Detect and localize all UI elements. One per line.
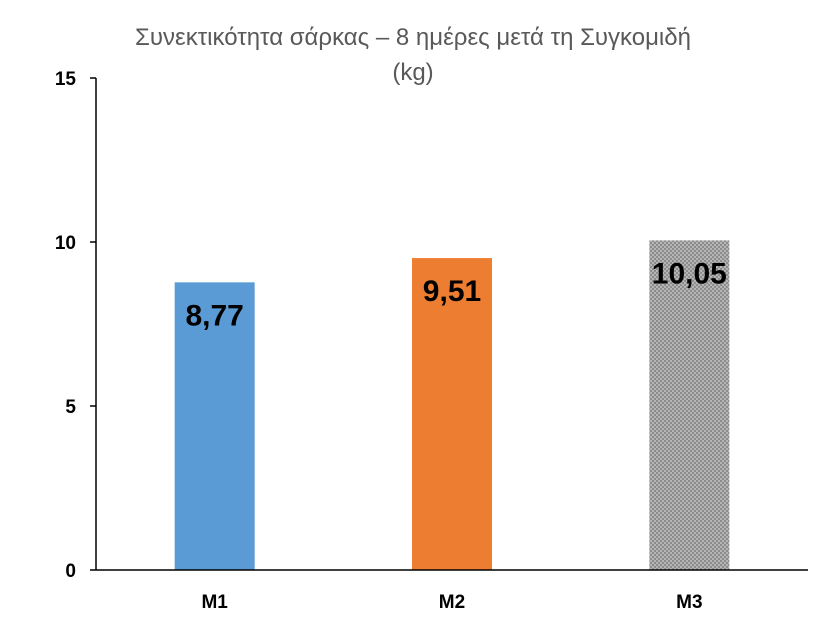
x-tick-label: M1 — [201, 592, 228, 613]
bar-m3 — [649, 240, 730, 571]
y-tick-label: 0 — [65, 561, 76, 582]
chart-title-line-2: (kg) — [392, 59, 433, 86]
x-tick-label: M3 — [676, 592, 702, 613]
y-tick-label: 15 — [55, 69, 77, 90]
bar-m1 — [174, 282, 255, 570]
data-label-m2: 9,51 — [423, 275, 481, 308]
y-tick-label: 10 — [55, 233, 76, 254]
y-axis-ticks: 0 5 10 15 — [55, 69, 96, 582]
x-tick-label: M2 — [439, 592, 465, 613]
bar-m2 — [412, 258, 492, 570]
data-label-m1: 8,77 — [185, 299, 243, 332]
bars: 8,77 9,51 10,05 — [174, 240, 730, 571]
x-axis-ticks: M1 M2 M3 — [201, 592, 702, 613]
y-tick-label: 5 — [65, 397, 76, 418]
data-label-m3: 10,05 — [652, 257, 727, 290]
chart-title-line-1: Συνεκτικότητα σάρκας – 8 ημέρες μετά τη … — [135, 24, 691, 51]
